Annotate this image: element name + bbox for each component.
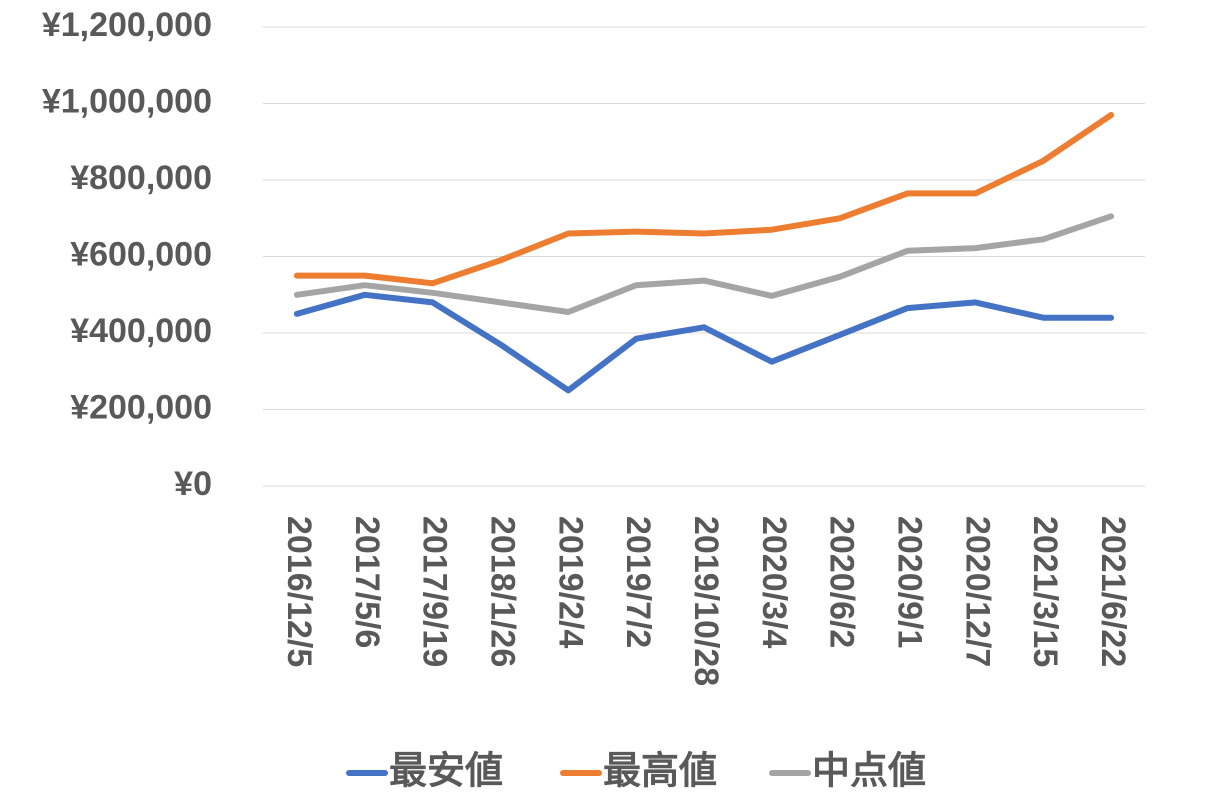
series-lines	[293, 112, 1115, 394]
y-tick-label: ¥1,200,000	[42, 6, 212, 44]
legend-label: 最安値	[389, 749, 503, 793]
x-tick-label: 2021/6/22	[1094, 516, 1132, 667]
series-line	[293, 213, 1115, 315]
series-line	[293, 291, 1115, 394]
x-tick-label: 2018/1/26	[483, 516, 521, 667]
gridlines	[263, 26, 1145, 487]
legend: 最安値 最高値 中点値	[346, 749, 926, 793]
y-tick-label: ¥600,000	[70, 235, 212, 273]
x-tick-label: 2019/7/2	[619, 516, 657, 648]
y-tick-label: ¥0	[174, 465, 212, 503]
x-tick-label: 2021/3/15	[1026, 516, 1064, 667]
x-axis-tick-labels: 2016/12/5 2017/5/6 2017/9/19 2018/1/26 2019/…	[280, 516, 1132, 686]
y-tick-label: ¥200,000	[70, 388, 212, 426]
x-tick-label: 2019/10/28	[687, 516, 725, 686]
x-tick-label: 2020/3/4	[755, 516, 793, 648]
legend-label: 最高値	[603, 749, 717, 793]
series-line	[293, 112, 1115, 287]
x-tick-label: 2020/12/7	[958, 516, 996, 667]
legend-label: 中点値	[812, 749, 926, 793]
x-tick-label: 2017/9/19	[416, 516, 454, 667]
x-tick-label: 2017/5/6	[348, 516, 386, 648]
y-tick-label: ¥1,000,000	[42, 82, 212, 120]
x-tick-label: 2020/6/2	[823, 516, 861, 648]
y-tick-label: ¥400,000	[70, 312, 212, 350]
x-tick-label: 2020/9/1	[891, 516, 929, 648]
y-axis-tick-labels: ¥0 ¥200,000 ¥400,000 ¥600,000 ¥800,000 ¥1,000…	[42, 6, 212, 503]
y-tick-label: ¥800,000	[70, 159, 212, 197]
x-tick-label: 2016/12/5	[280, 516, 318, 667]
x-tick-label: 2019/2/4	[551, 516, 589, 648]
